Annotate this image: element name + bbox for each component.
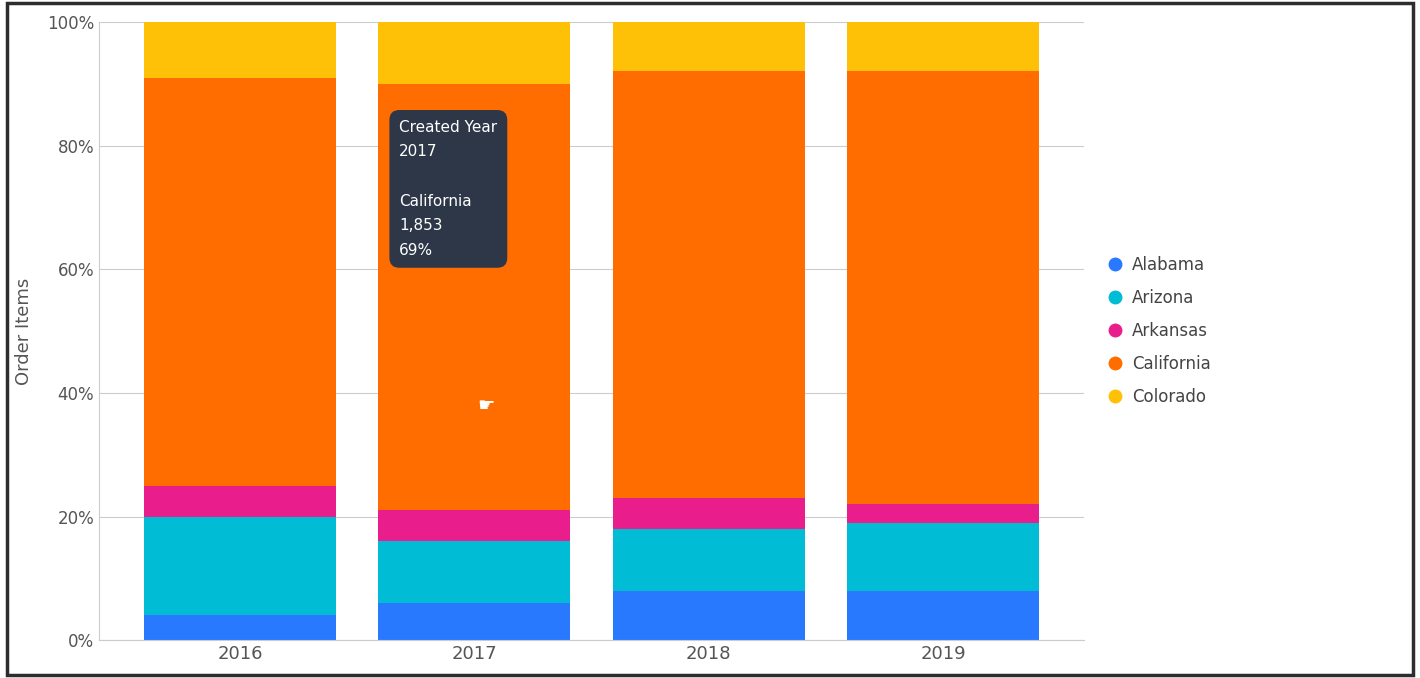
Legend: Alabama, Arizona, Arkansas, California, Colorado: Alabama, Arizona, Arkansas, California, … <box>1102 247 1220 414</box>
Text: ☛: ☛ <box>477 396 494 415</box>
Bar <box>846 22 1039 71</box>
Bar <box>846 523 1039 591</box>
Bar <box>378 22 571 84</box>
Text: Created Year
2017

California
1,853
69%: Created Year 2017 California 1,853 69% <box>399 120 497 258</box>
Bar <box>846 71 1039 504</box>
Bar <box>846 591 1039 640</box>
Bar <box>143 517 337 616</box>
Bar <box>612 498 805 529</box>
Bar <box>612 71 805 498</box>
Bar <box>378 541 571 603</box>
Bar <box>378 511 571 541</box>
Bar <box>612 591 805 640</box>
Bar <box>378 84 571 511</box>
Bar <box>143 485 337 517</box>
Bar <box>612 529 805 591</box>
Bar <box>846 504 1039 523</box>
Bar <box>143 78 337 485</box>
Bar <box>143 616 337 640</box>
Bar <box>143 22 337 78</box>
Y-axis label: Order Items: Order Items <box>16 277 33 384</box>
Bar <box>378 603 571 640</box>
Bar <box>612 22 805 71</box>
